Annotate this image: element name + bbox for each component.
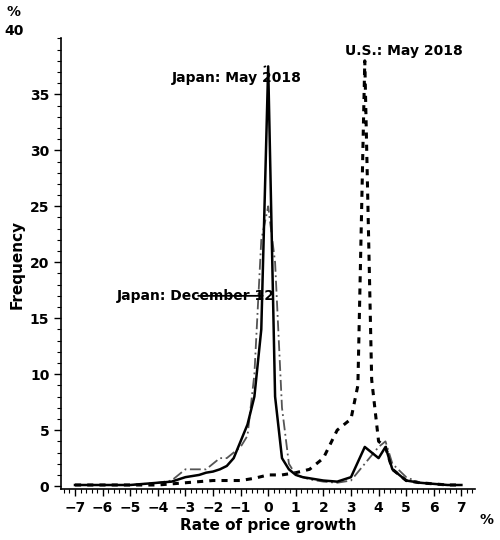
Y-axis label: Frequency: Frequency: [10, 219, 24, 308]
Text: Japan: December 12: Japan: December 12: [116, 289, 274, 303]
Text: 40: 40: [4, 24, 24, 37]
Text: U.S.: May 2018: U.S.: May 2018: [346, 44, 463, 58]
Text: Japan: May 2018: Japan: May 2018: [172, 66, 302, 85]
X-axis label: Rate of price growth: Rate of price growth: [180, 518, 356, 533]
Text: %: %: [480, 513, 494, 527]
Text: %: %: [6, 5, 20, 19]
